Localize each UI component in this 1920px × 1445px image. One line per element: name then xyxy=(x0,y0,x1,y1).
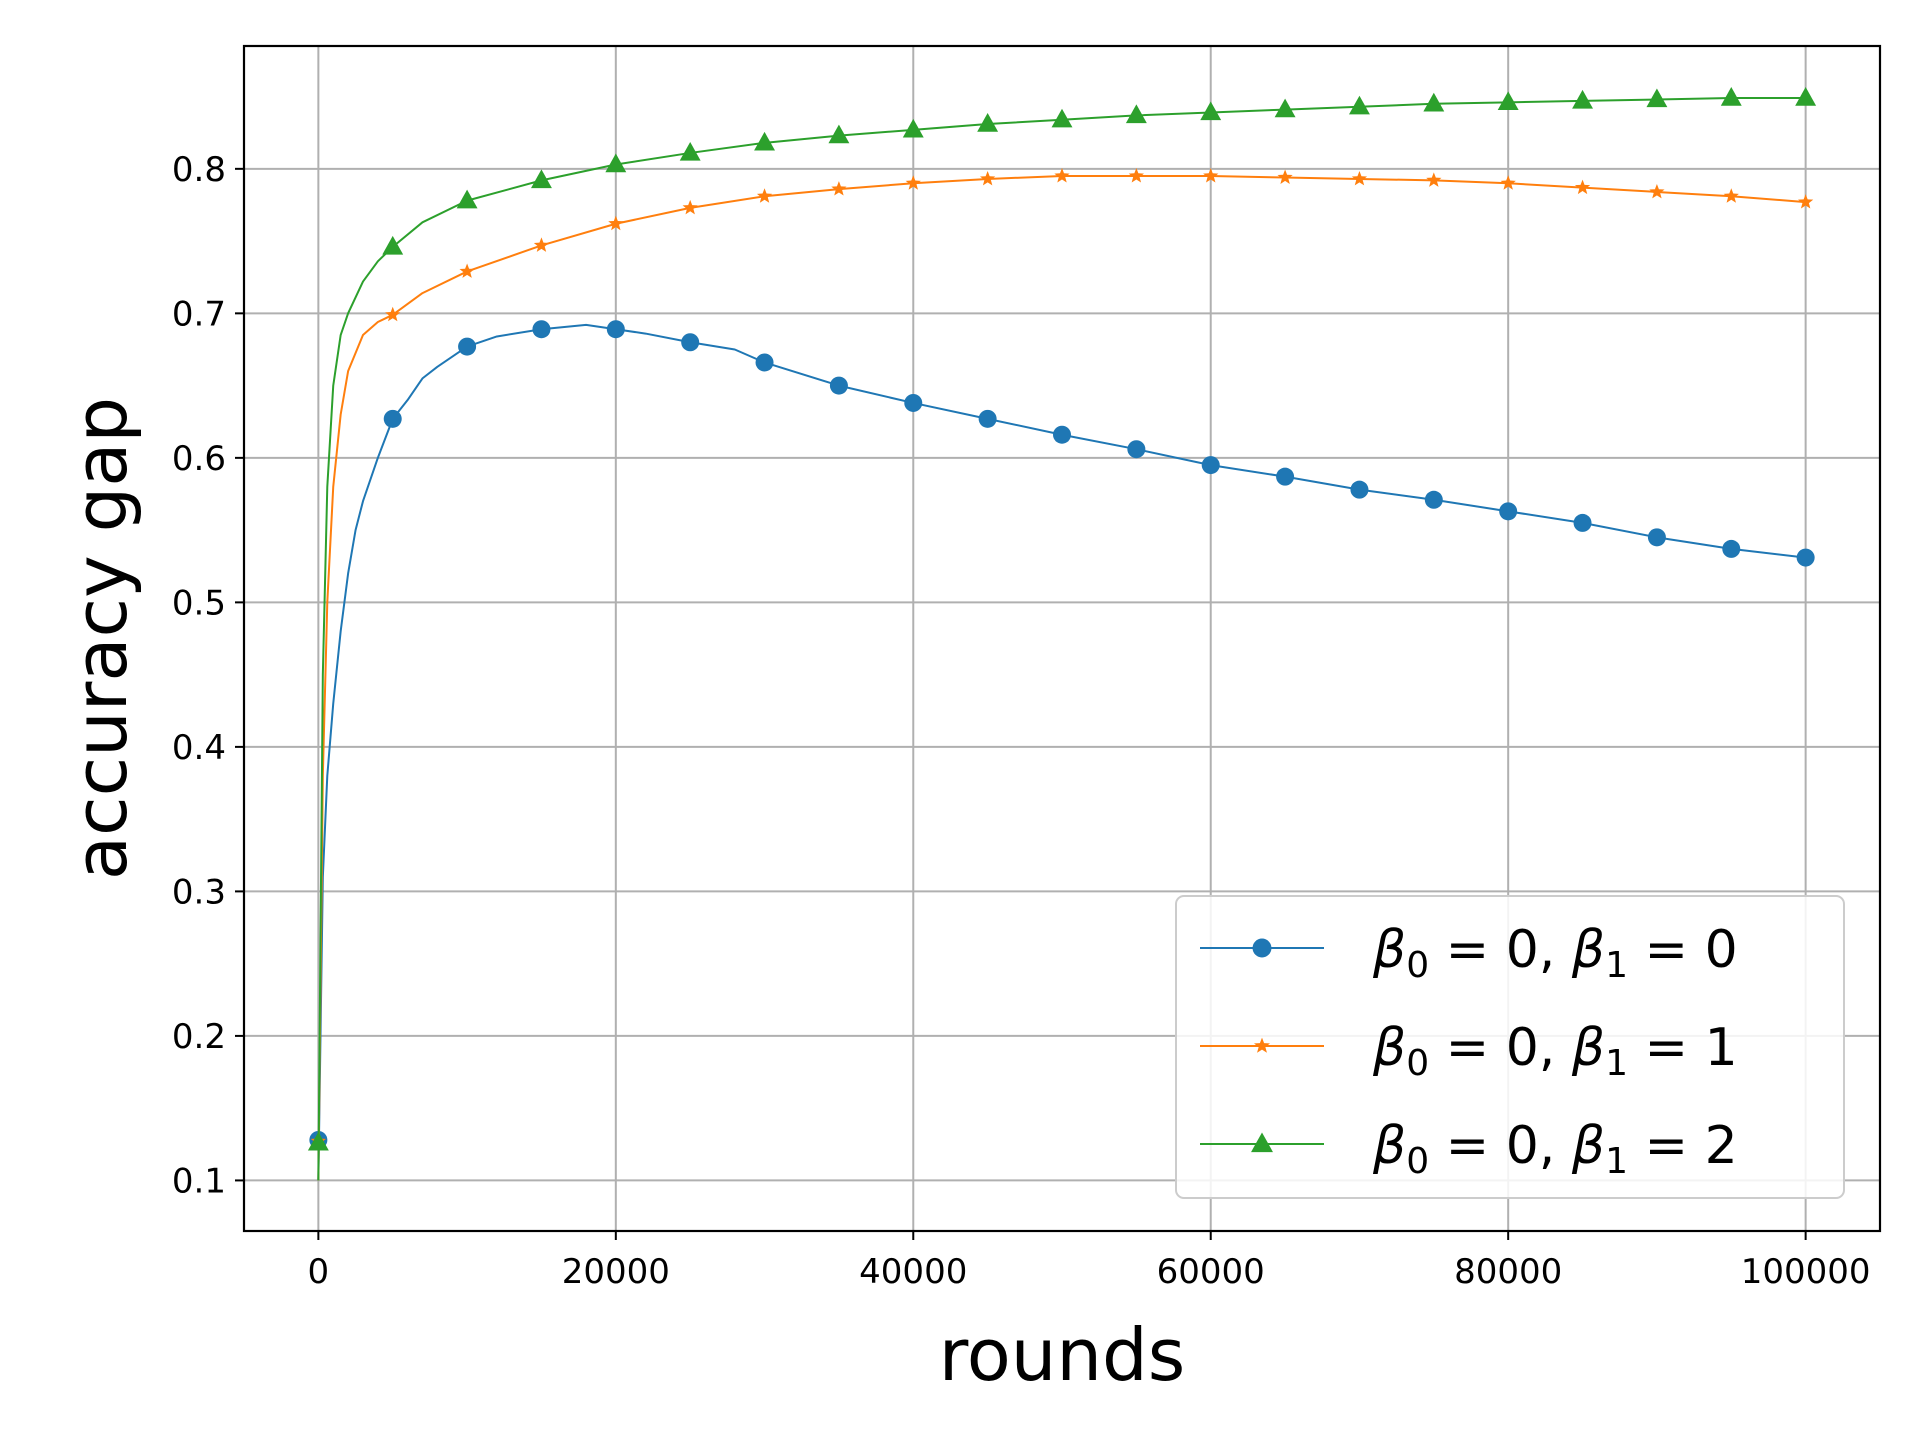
data-point-triangle xyxy=(382,235,404,255)
legend-label: β0 = 0, β1 = 1 xyxy=(1372,1018,1738,1084)
data-point-star xyxy=(682,199,698,215)
data-point-circle xyxy=(1424,490,1443,509)
axis-ticks: 0 20000 40000 60000 80000 100000 0.1 0.2 0.3 0.4 0… xyxy=(172,150,1871,1292)
data-point-circle xyxy=(829,376,848,395)
data-point-star xyxy=(1203,168,1219,183)
data-point-star xyxy=(1254,1037,1270,1053)
data-point-circle xyxy=(1647,528,1666,547)
data-point-star xyxy=(608,215,624,231)
data-point-star xyxy=(1054,168,1070,183)
y-axis-title: accuracy gap xyxy=(59,397,143,880)
data-point-triangle xyxy=(1051,108,1073,128)
data-point-circle xyxy=(1252,938,1272,958)
plot-frame xyxy=(242,44,1882,1233)
data-point-circle xyxy=(904,393,923,412)
legend: β0 = 0, β1 = 0 β0 = 0, β1 = 1 β0 = 0, β1 =… xyxy=(1175,895,1845,1199)
data-point-star xyxy=(385,306,401,322)
data-point-star xyxy=(1128,168,1144,183)
data-point-circle xyxy=(1499,502,1518,521)
data-point-circle xyxy=(1796,548,1815,567)
data-point-triangle xyxy=(1423,92,1445,112)
data-point-circle xyxy=(1573,513,1592,532)
data-point-star xyxy=(905,175,921,190)
data-point-circle xyxy=(606,320,625,339)
data-point-triangle xyxy=(754,131,775,151)
data-point-star xyxy=(1574,179,1591,195)
legend-label: β0 = 0, β1 = 0 xyxy=(1372,920,1738,986)
data-point-triangle xyxy=(531,169,552,189)
x-axis-title: rounds xyxy=(939,1313,1186,1397)
series-1 xyxy=(310,168,1814,1181)
data-point-triangle xyxy=(1251,1132,1273,1153)
data-point-circle xyxy=(978,409,997,428)
series-layer xyxy=(307,87,1817,1181)
data-point-star xyxy=(1723,188,1739,203)
data-point-triangle xyxy=(1125,104,1147,124)
y-tick-label: 0.4 xyxy=(172,728,226,768)
data-point-triangle xyxy=(307,1131,329,1151)
data-point-triangle xyxy=(456,189,478,209)
data-point-star xyxy=(756,188,773,203)
y-tick-label: 0.6 xyxy=(172,439,226,479)
data-point-triangle xyxy=(605,153,627,173)
data-point-star xyxy=(533,237,550,252)
data-point-triangle xyxy=(1349,95,1370,115)
data-point-star xyxy=(831,181,847,196)
data-point-star xyxy=(1500,175,1516,190)
data-point-circle xyxy=(458,337,477,356)
data-point-star xyxy=(1351,170,1368,186)
data-point-triangle xyxy=(828,124,850,144)
y-tick-label: 0.7 xyxy=(172,294,226,334)
data-point-triangle xyxy=(1497,91,1519,111)
data-point-triangle xyxy=(679,141,701,161)
x-tick-label: 20000 xyxy=(562,1252,670,1292)
data-point-star xyxy=(1649,183,1665,199)
y-tick-label: 0.2 xyxy=(172,1017,226,1057)
data-point-star xyxy=(1798,194,1814,209)
x-tick-label: 80000 xyxy=(1454,1252,1562,1292)
data-point-star xyxy=(1426,172,1442,187)
data-point-star xyxy=(980,170,996,186)
data-point-triangle xyxy=(1720,87,1742,106)
data-point-circle xyxy=(1053,425,1071,444)
data-point-circle xyxy=(1276,467,1295,486)
y-tick-label: 0.8 xyxy=(172,150,226,190)
y-tick-label: 0.3 xyxy=(172,872,226,912)
data-point-triangle xyxy=(1200,101,1222,121)
x-tick-label: 100000 xyxy=(1741,1252,1871,1292)
legend-box xyxy=(1175,895,1845,1199)
x-tick-label: 40000 xyxy=(859,1252,967,1292)
data-point-star xyxy=(1277,169,1293,184)
legend-label: β0 = 0, β1 = 2 xyxy=(1372,1116,1738,1182)
series-0 xyxy=(309,320,1815,1181)
data-point-circle xyxy=(1127,440,1146,459)
x-tick-label: 60000 xyxy=(1157,1252,1265,1292)
data-point-triangle xyxy=(1646,88,1668,108)
data-point-circle xyxy=(755,353,774,372)
y-tick-label: 0.1 xyxy=(172,1161,226,1201)
series-2 xyxy=(307,87,1817,1181)
data-point-circle xyxy=(532,320,551,339)
data-point-triangle xyxy=(977,113,999,132)
data-point-circle xyxy=(383,409,402,428)
data-point-star xyxy=(459,263,475,278)
data-point-circle xyxy=(681,333,700,352)
data-point-circle xyxy=(1722,539,1741,558)
data-point-circle xyxy=(1350,480,1369,499)
data-point-circle xyxy=(1201,456,1220,475)
data-point-triangle xyxy=(1274,98,1296,118)
data-point-triangle xyxy=(1572,89,1593,109)
data-point-triangle xyxy=(1795,87,1817,106)
x-tick-label: 0 xyxy=(308,1252,330,1292)
data-point-triangle xyxy=(902,118,924,138)
y-tick-label: 0.5 xyxy=(172,583,226,623)
